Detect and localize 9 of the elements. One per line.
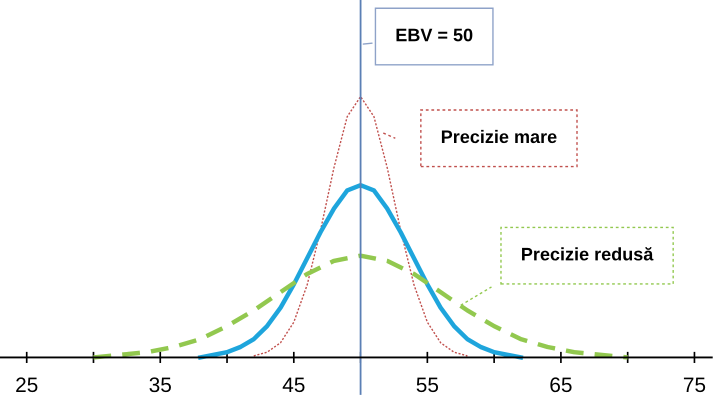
x-tick-label: 75 (684, 378, 706, 392)
x-tick-label: 35 (149, 377, 171, 392)
x-tick-label: 65 (550, 377, 572, 392)
annotation: Precizie redusă (522, 247, 654, 261)
x-tick-label: 55 (416, 378, 438, 392)
x-tick-label: 25 (16, 377, 38, 392)
x-tick-label: 45 (282, 378, 305, 392)
ref-line-label: EBV = 50 (396, 28, 472, 42)
annotation: Precizie mare (442, 130, 557, 144)
